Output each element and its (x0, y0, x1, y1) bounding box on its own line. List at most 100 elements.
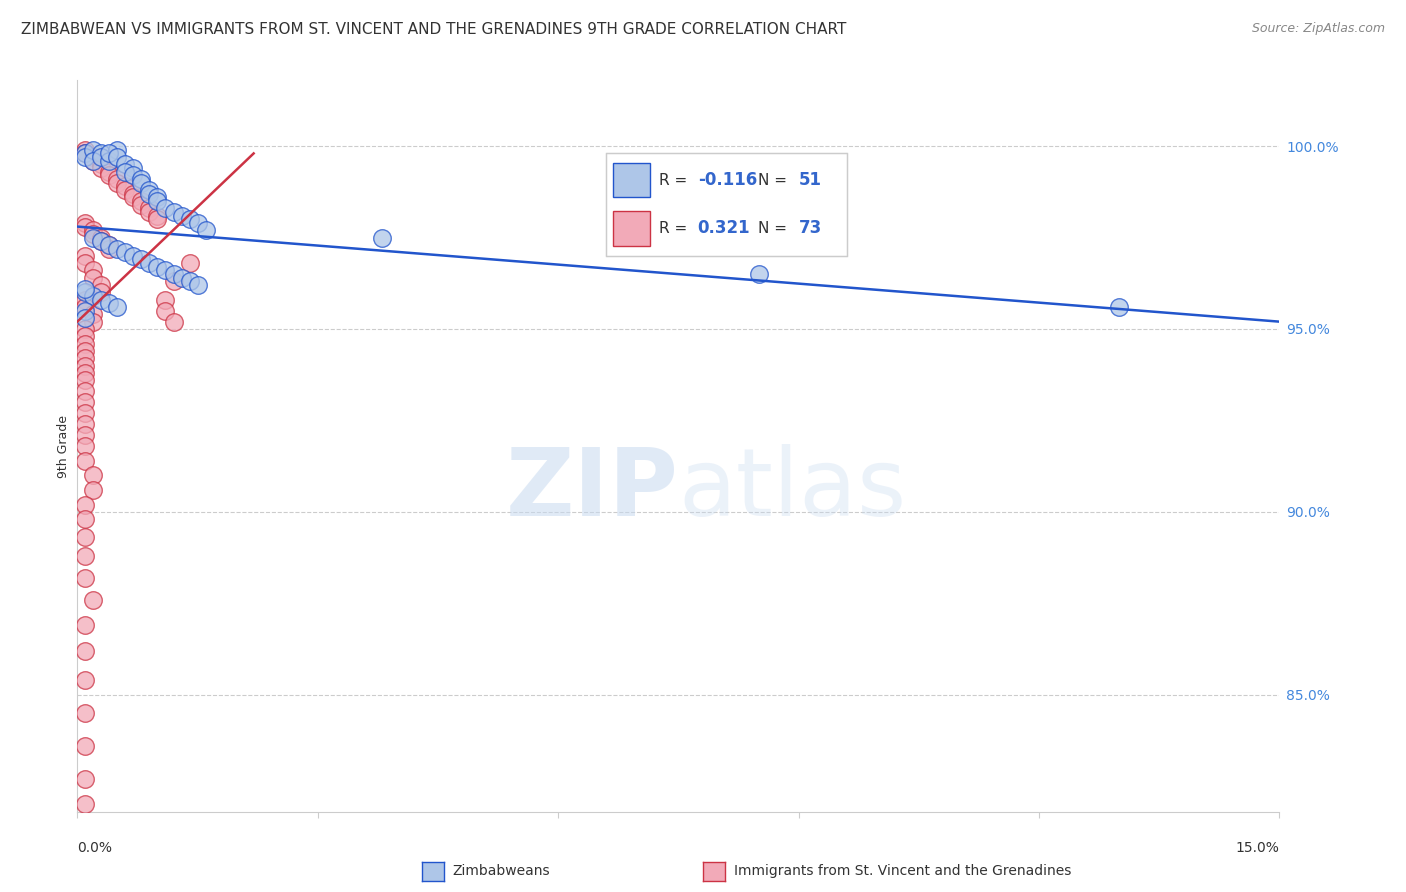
Point (90, 230, 112, 244)
Text: R =: R = (659, 172, 692, 187)
Point (75, 772, 97, 786)
Text: 0.321: 0.321 (697, 219, 751, 237)
Point (90, 161, 112, 175)
Text: ZIMBABWEAN VS IMMIGRANTS FROM ST. VINCENT AND THE GRENADINES 9TH GRADE CORRELATI: ZIMBABWEAN VS IMMIGRANTS FROM ST. VINCEN… (21, 22, 846, 37)
Point (90, 293, 112, 307)
Point (1108, 300, 1130, 314)
Point (114, 157, 136, 171)
Point (75, 336, 97, 351)
Point (75, 256, 97, 270)
Text: ZIP: ZIP (506, 444, 679, 536)
Point (75, 146, 97, 161)
Point (122, 186, 145, 201)
Point (75, 512, 97, 526)
Point (75, 311, 97, 326)
Point (75, 282, 97, 296)
Text: N =: N = (758, 220, 792, 235)
Point (75, 530, 97, 544)
Point (162, 274, 184, 288)
Point (82, 289, 104, 303)
Point (75, 428, 97, 442)
Point (98, 237, 121, 252)
Point (122, 190, 145, 204)
Point (90, 146, 112, 161)
Point (75, 216, 97, 230)
Bar (613, 211, 650, 245)
Point (98, 169, 121, 183)
Point (162, 205, 184, 219)
Point (75, 618, 97, 632)
Point (75, 300, 97, 314)
Point (75, 322, 97, 336)
Point (82, 270, 104, 285)
Point (114, 245, 136, 260)
Point (131, 197, 153, 211)
Point (155, 263, 177, 277)
Point (75, 549, 97, 563)
Point (107, 172, 129, 186)
Point (90, 234, 112, 248)
Point (371, 230, 394, 244)
Text: -0.116: -0.116 (697, 171, 756, 189)
Point (122, 249, 145, 263)
Point (146, 209, 169, 223)
Point (82, 592, 104, 607)
Point (75, 673, 97, 687)
Point (98, 296, 121, 310)
Point (90, 234, 112, 248)
Text: N =: N = (758, 172, 792, 187)
Point (82, 263, 104, 277)
Point (75, 219, 97, 234)
Text: 73: 73 (799, 219, 823, 237)
Point (82, 150, 104, 164)
Point (75, 706, 97, 720)
Text: 15.0%: 15.0% (1236, 841, 1279, 855)
Text: Immigrants from St. Vincent and the Grenadines: Immigrants from St. Vincent and the Gren… (734, 864, 1071, 879)
Point (194, 223, 217, 237)
Point (82, 483, 104, 497)
Point (75, 285, 97, 300)
Point (122, 169, 145, 183)
Text: 0.0%: 0.0% (77, 841, 112, 855)
Point (82, 223, 104, 237)
Point (138, 201, 160, 215)
Text: 51: 51 (799, 171, 821, 189)
Text: atlas: atlas (679, 444, 907, 536)
Point (75, 351, 97, 366)
Point (75, 384, 97, 398)
Point (75, 571, 97, 585)
Point (122, 161, 145, 175)
Point (75, 739, 97, 753)
Point (82, 230, 104, 244)
Point (75, 417, 97, 431)
Point (138, 205, 160, 219)
Point (75, 395, 97, 409)
Point (138, 256, 160, 270)
Point (131, 252, 153, 267)
Point (82, 227, 104, 241)
Point (90, 150, 112, 164)
Point (146, 194, 169, 208)
Text: Zimbabweans: Zimbabweans (453, 864, 550, 879)
Point (179, 256, 201, 270)
Point (75, 359, 97, 373)
Point (98, 146, 121, 161)
Point (114, 164, 136, 178)
Point (107, 242, 129, 256)
Point (107, 176, 129, 190)
Point (75, 644, 97, 658)
Point (75, 366, 97, 380)
Point (75, 343, 97, 358)
Point (82, 307, 104, 321)
Point (162, 315, 184, 329)
Point (114, 183, 136, 197)
Point (138, 183, 160, 197)
Point (155, 293, 177, 307)
Point (131, 176, 153, 190)
Point (107, 143, 129, 157)
Point (98, 242, 121, 256)
Point (82, 143, 104, 157)
Point (131, 194, 153, 208)
Text: R =: R = (659, 220, 692, 235)
Point (75, 150, 97, 164)
